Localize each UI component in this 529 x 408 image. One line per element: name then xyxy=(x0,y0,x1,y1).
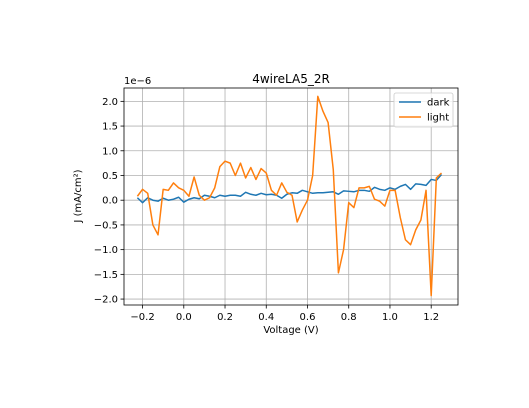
series-lines xyxy=(136,95,443,297)
y-axis-label: J (mA/cm²) xyxy=(73,169,84,223)
x-tick-label: 0.6 xyxy=(300,312,316,323)
y-tick-label: −1.0 xyxy=(94,245,118,256)
legend-label-dark: dark xyxy=(427,98,450,109)
y-axis-offset-label: 1e−6 xyxy=(124,76,151,87)
x-tick-label: 1.2 xyxy=(423,312,439,323)
x-tick-label: 1.0 xyxy=(382,312,398,323)
legend-label-light: light xyxy=(427,113,449,124)
chart-title: 4wireLA5_2R xyxy=(252,72,330,86)
y-tick-label: −2.0 xyxy=(94,295,118,306)
x-axis-label: Voltage (V) xyxy=(263,325,318,336)
x-tick-label: 0.4 xyxy=(258,312,274,323)
series-line-light xyxy=(136,95,443,297)
x-tick-label: 0.2 xyxy=(217,312,233,323)
y-tick-label: −0.5 xyxy=(94,220,118,231)
y-tick-label: 1.5 xyxy=(102,122,118,133)
y-tick-label: 1.0 xyxy=(102,146,118,157)
ticks: −0.2 0.0 0.2 0.4 0.6 0.8 1.0 1.2 −2.0 −1.5 −1.0 −0.… xyxy=(94,97,439,323)
x-tick-label: −0.2 xyxy=(130,312,154,323)
axes-frame xyxy=(123,87,459,306)
y-tick-label: 0.5 xyxy=(102,171,118,182)
x-tick-label: 0.0 xyxy=(176,312,192,323)
legend: dark light xyxy=(393,92,454,128)
y-tick-label: 0.0 xyxy=(102,196,118,207)
y-tick-label: 2.0 xyxy=(102,97,118,108)
x-tick-label: 0.8 xyxy=(341,312,357,323)
y-tick-label: −1.5 xyxy=(94,270,118,281)
